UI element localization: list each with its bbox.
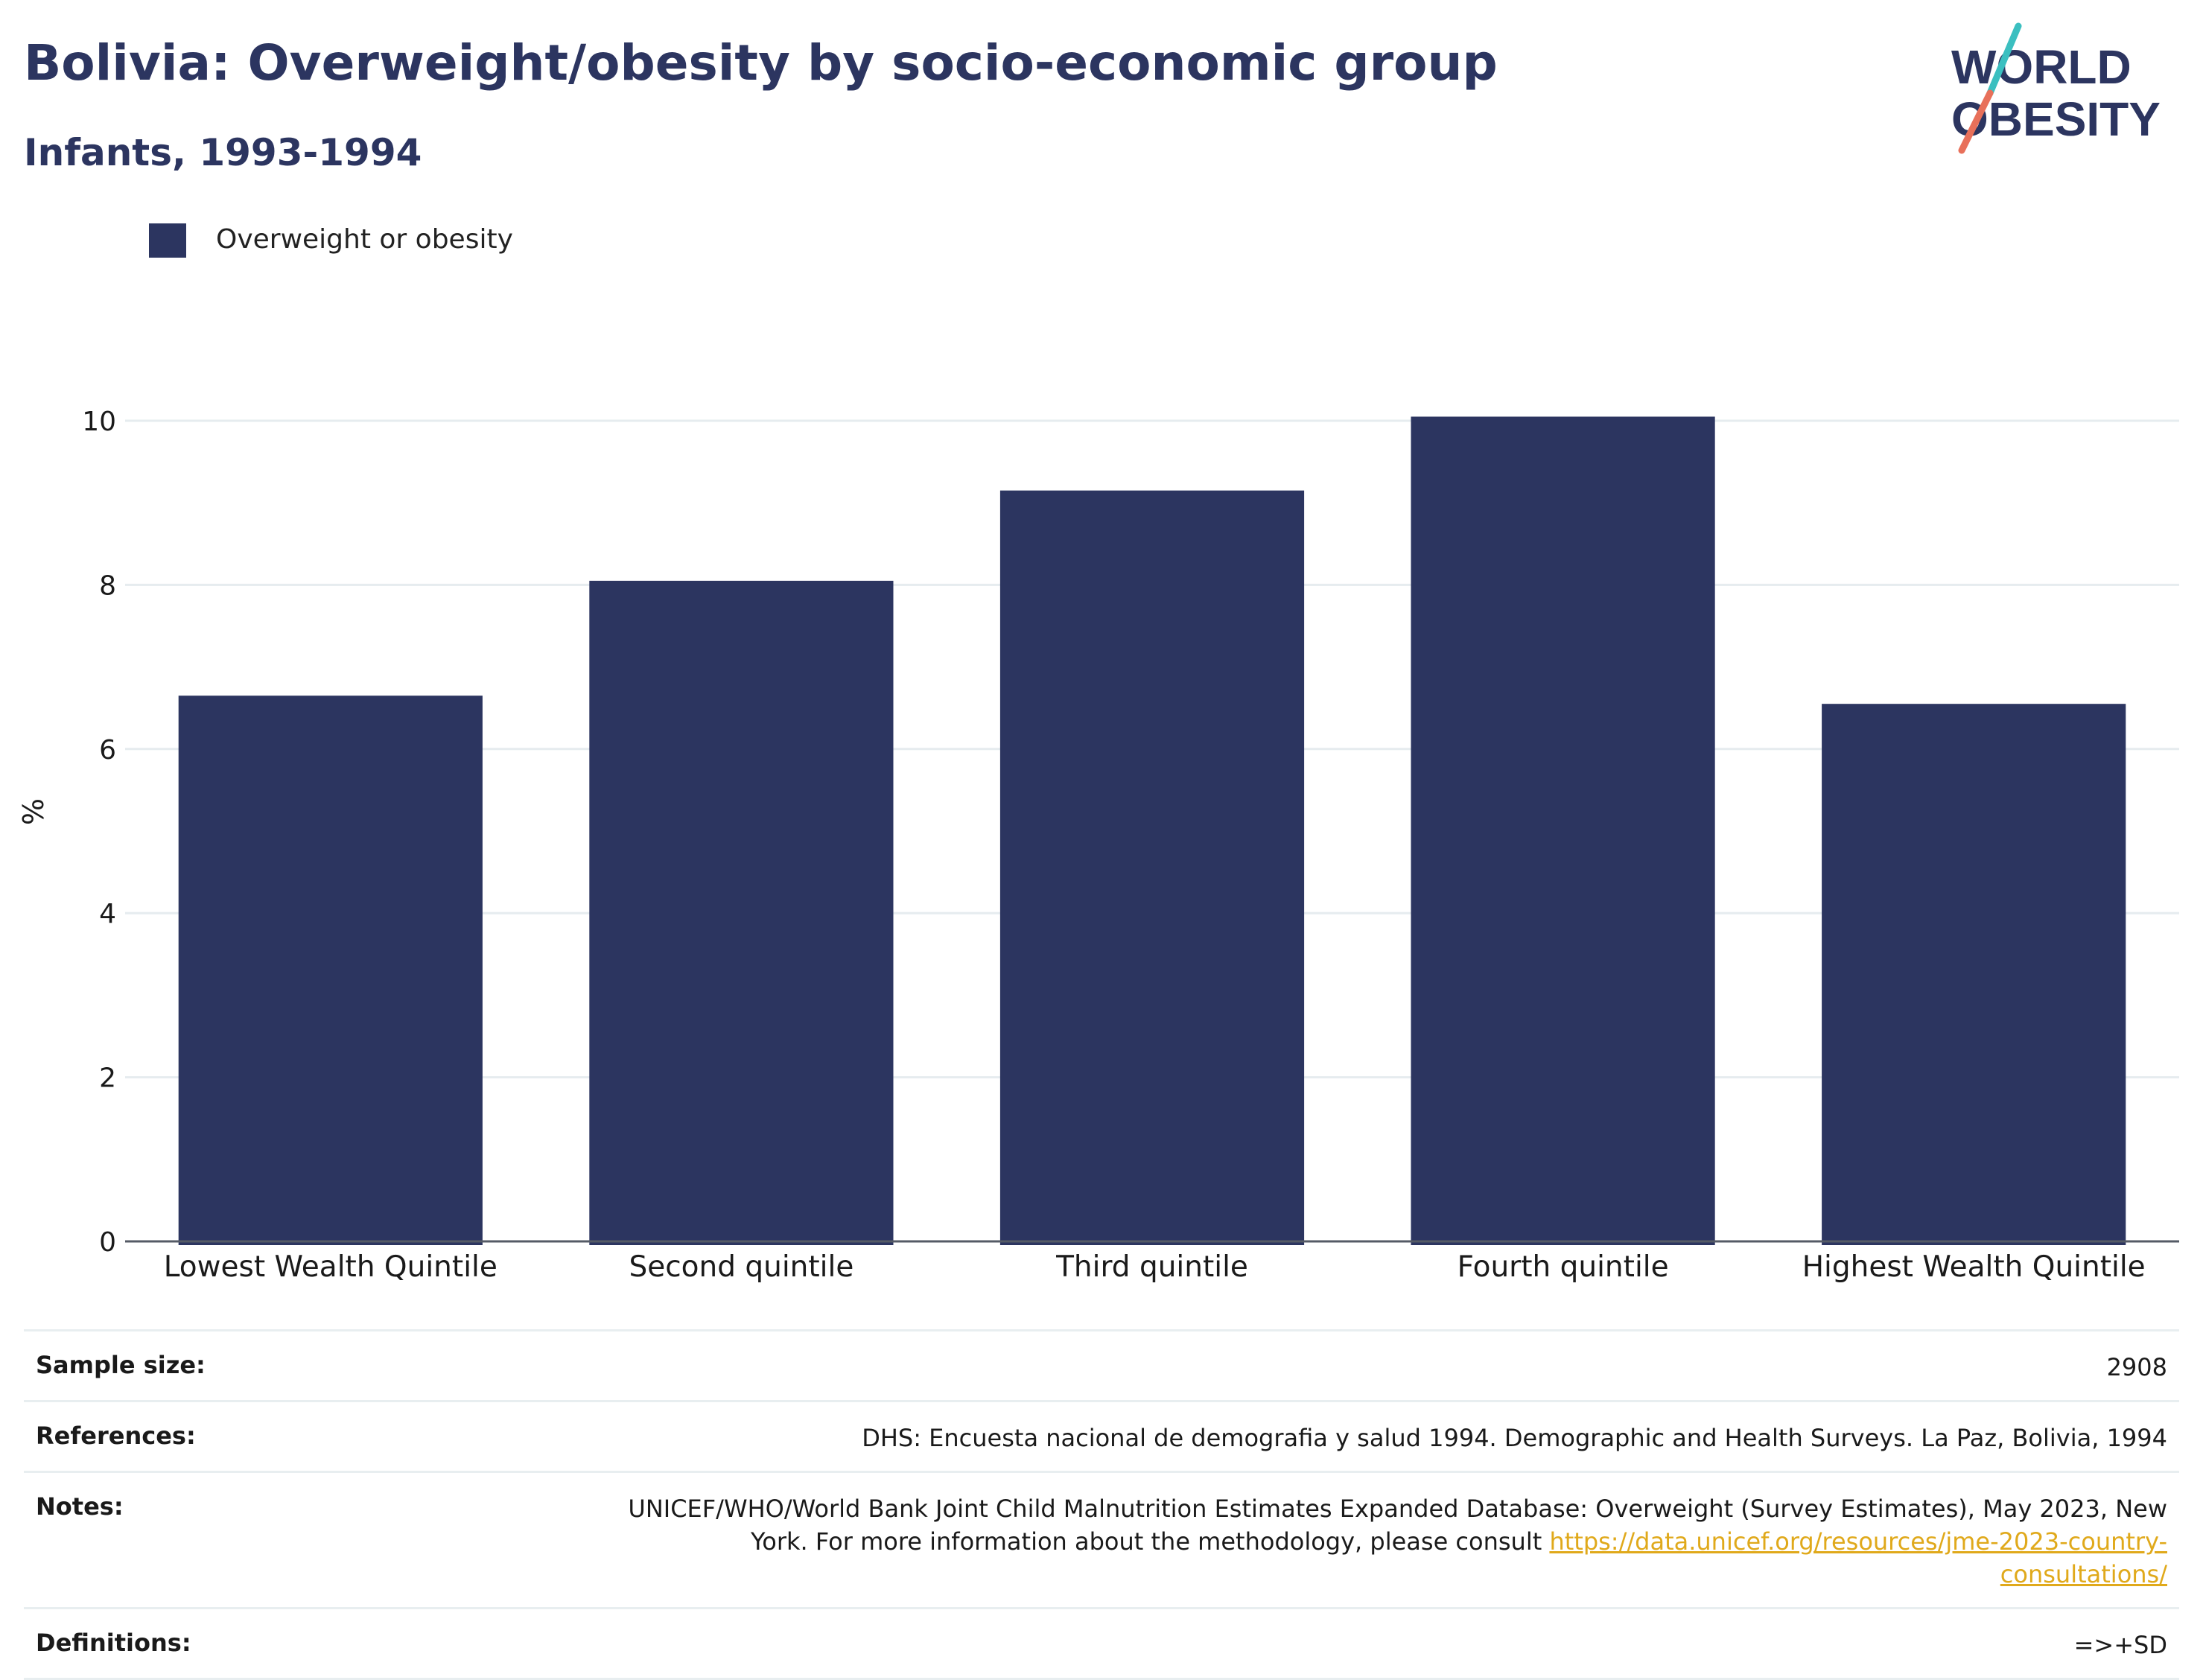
- chart-subtitle: Infants, 1993-1994: [24, 131, 422, 174]
- sample-size-key: Sample size:: [36, 1351, 206, 1379]
- bar: [999, 490, 1305, 1245]
- y-tick-label: 10: [82, 407, 116, 437]
- info-row-references: References: DHS: Encuesta nacional de de…: [24, 1400, 2179, 1471]
- y-tick-label: 2: [99, 1063, 116, 1094]
- logo-slash-top: [1986, 22, 2022, 97]
- logo-slash-bottom: [1958, 89, 1994, 154]
- notes-text: UNICEF/WHO/World Bank Joint Child Malnut…: [628, 1495, 2167, 1556]
- bar: [1411, 416, 1715, 1245]
- references-value: DHS: Encuesta nacional de demografia y s…: [862, 1424, 2167, 1452]
- info-row-notes: Notes: UNICEF/WHO/World Bank Joint Child…: [24, 1471, 2179, 1607]
- notes-key: Notes:: [36, 1492, 124, 1521]
- notes-value: UNICEF/WHO/World Bank Joint Child Malnut…: [618, 1492, 2167, 1591]
- logo-line1: WORLD: [1951, 40, 2132, 94]
- bar: [1822, 704, 2126, 1245]
- world-obesity-logo: WORLD OBESITY: [1951, 22, 2161, 154]
- x-tick-labels: Lowest Wealth Quintile Second quintile Thi…: [164, 1250, 2146, 1284]
- legend-swatch: [149, 223, 186, 258]
- bar: [178, 696, 483, 1245]
- methodology-link[interactable]: https://data.unicef.org/resources/jme-20…: [1549, 1527, 2167, 1588]
- x-tick-label: Third quintile: [1055, 1250, 1248, 1284]
- x-tick-label: Second quintile: [629, 1250, 853, 1284]
- definitions-key: Definitions:: [36, 1629, 191, 1657]
- references-key: References:: [36, 1422, 196, 1450]
- definitions-value: =>+SD: [2073, 1631, 2167, 1659]
- bar: [589, 580, 894, 1245]
- chart-title: Bolivia: Overweight/obesity by socio-eco…: [24, 34, 1498, 92]
- info-row-sample-size: Sample size: 2908: [24, 1329, 2179, 1400]
- y-tick-label: 6: [99, 735, 116, 766]
- y-axis-label: %: [17, 798, 50, 825]
- x-tick-label: Highest Wealth Quintile: [1802, 1250, 2146, 1284]
- info-row-definitions: Definitions: =>+SD: [24, 1607, 2179, 1680]
- bars: [178, 416, 2126, 1245]
- legend-label: Overweight or obesity: [216, 224, 513, 255]
- y-tick-label: 4: [99, 899, 116, 929]
- y-tick-label: 0: [99, 1227, 116, 1258]
- sample-size-value: 2908: [2106, 1353, 2167, 1381]
- y-tick-label: 8: [99, 570, 116, 601]
- bar-chart: 0 2 4 6 8 10 Lowest Wealth Quintile Second qui…: [17, 407, 2179, 1284]
- x-tick-label: Fourth quintile: [1457, 1250, 1669, 1284]
- x-tick-label: Lowest Wealth Quintile: [164, 1250, 497, 1284]
- y-tick-labels: 0 2 4 6 8 10: [82, 407, 116, 1258]
- info-table: Sample size: 2908 References: DHS: Encue…: [24, 1329, 2179, 1680]
